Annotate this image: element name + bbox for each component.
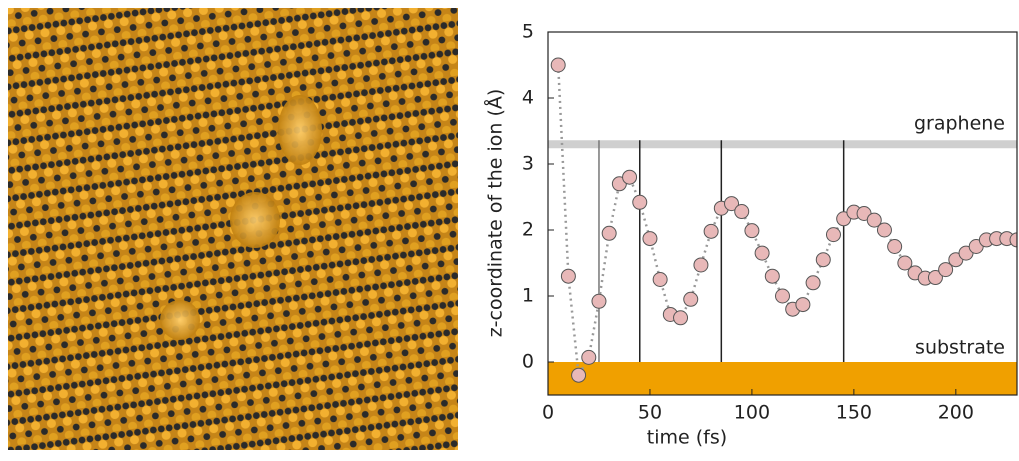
x-tick-label: 100	[734, 402, 770, 424]
data-point	[602, 226, 616, 240]
data-point	[1010, 233, 1019, 247]
data-point	[735, 205, 749, 219]
data-point	[888, 240, 902, 254]
data-point	[877, 223, 891, 237]
data-point	[561, 269, 575, 283]
data-point	[796, 298, 810, 312]
data-point	[572, 368, 586, 382]
x-tick-label: 0	[542, 402, 554, 424]
figure: time (fs) z-coordinate of the ion (Å) gr…	[0, 0, 1019, 457]
data-point	[694, 258, 708, 272]
data-point	[592, 294, 606, 308]
y-tick-label: 3	[522, 153, 534, 175]
y-axis-label: z-coordinate of the ion (Å)	[484, 89, 507, 338]
substrate-band	[548, 362, 1017, 395]
band-label: substrate	[915, 337, 1005, 359]
y-tick-label: 4	[522, 87, 534, 109]
data-point	[684, 292, 698, 306]
data-point	[674, 311, 688, 325]
y-tick-label: 5	[522, 21, 534, 43]
data-point	[704, 224, 718, 238]
data-point	[745, 224, 759, 238]
data-point	[755, 246, 769, 260]
x-tick-label: 50	[638, 402, 662, 424]
x-axis-label: time (fs)	[647, 427, 727, 449]
data-point	[582, 350, 596, 364]
data-point	[765, 269, 779, 283]
x-tick-label: 200	[938, 402, 974, 424]
trajectory-line	[558, 65, 1017, 375]
data-point	[776, 289, 790, 303]
page: {"chart_data": {"type": "scatter-line", …	[0, 0, 1019, 461]
simulation-image	[8, 8, 458, 450]
band-label: graphene	[914, 113, 1005, 135]
data-point	[806, 276, 820, 290]
data-point	[653, 273, 667, 287]
y-tick-label: 2	[522, 219, 534, 241]
data-point	[643, 232, 657, 246]
x-tick-label: 150	[836, 402, 872, 424]
y-tick-label: 1	[522, 285, 534, 307]
data-point	[816, 253, 830, 267]
data-point	[623, 170, 637, 184]
y-tick-label: 0	[522, 351, 534, 373]
data-point	[633, 195, 647, 209]
data-point	[826, 228, 840, 242]
data-point	[551, 58, 565, 72]
